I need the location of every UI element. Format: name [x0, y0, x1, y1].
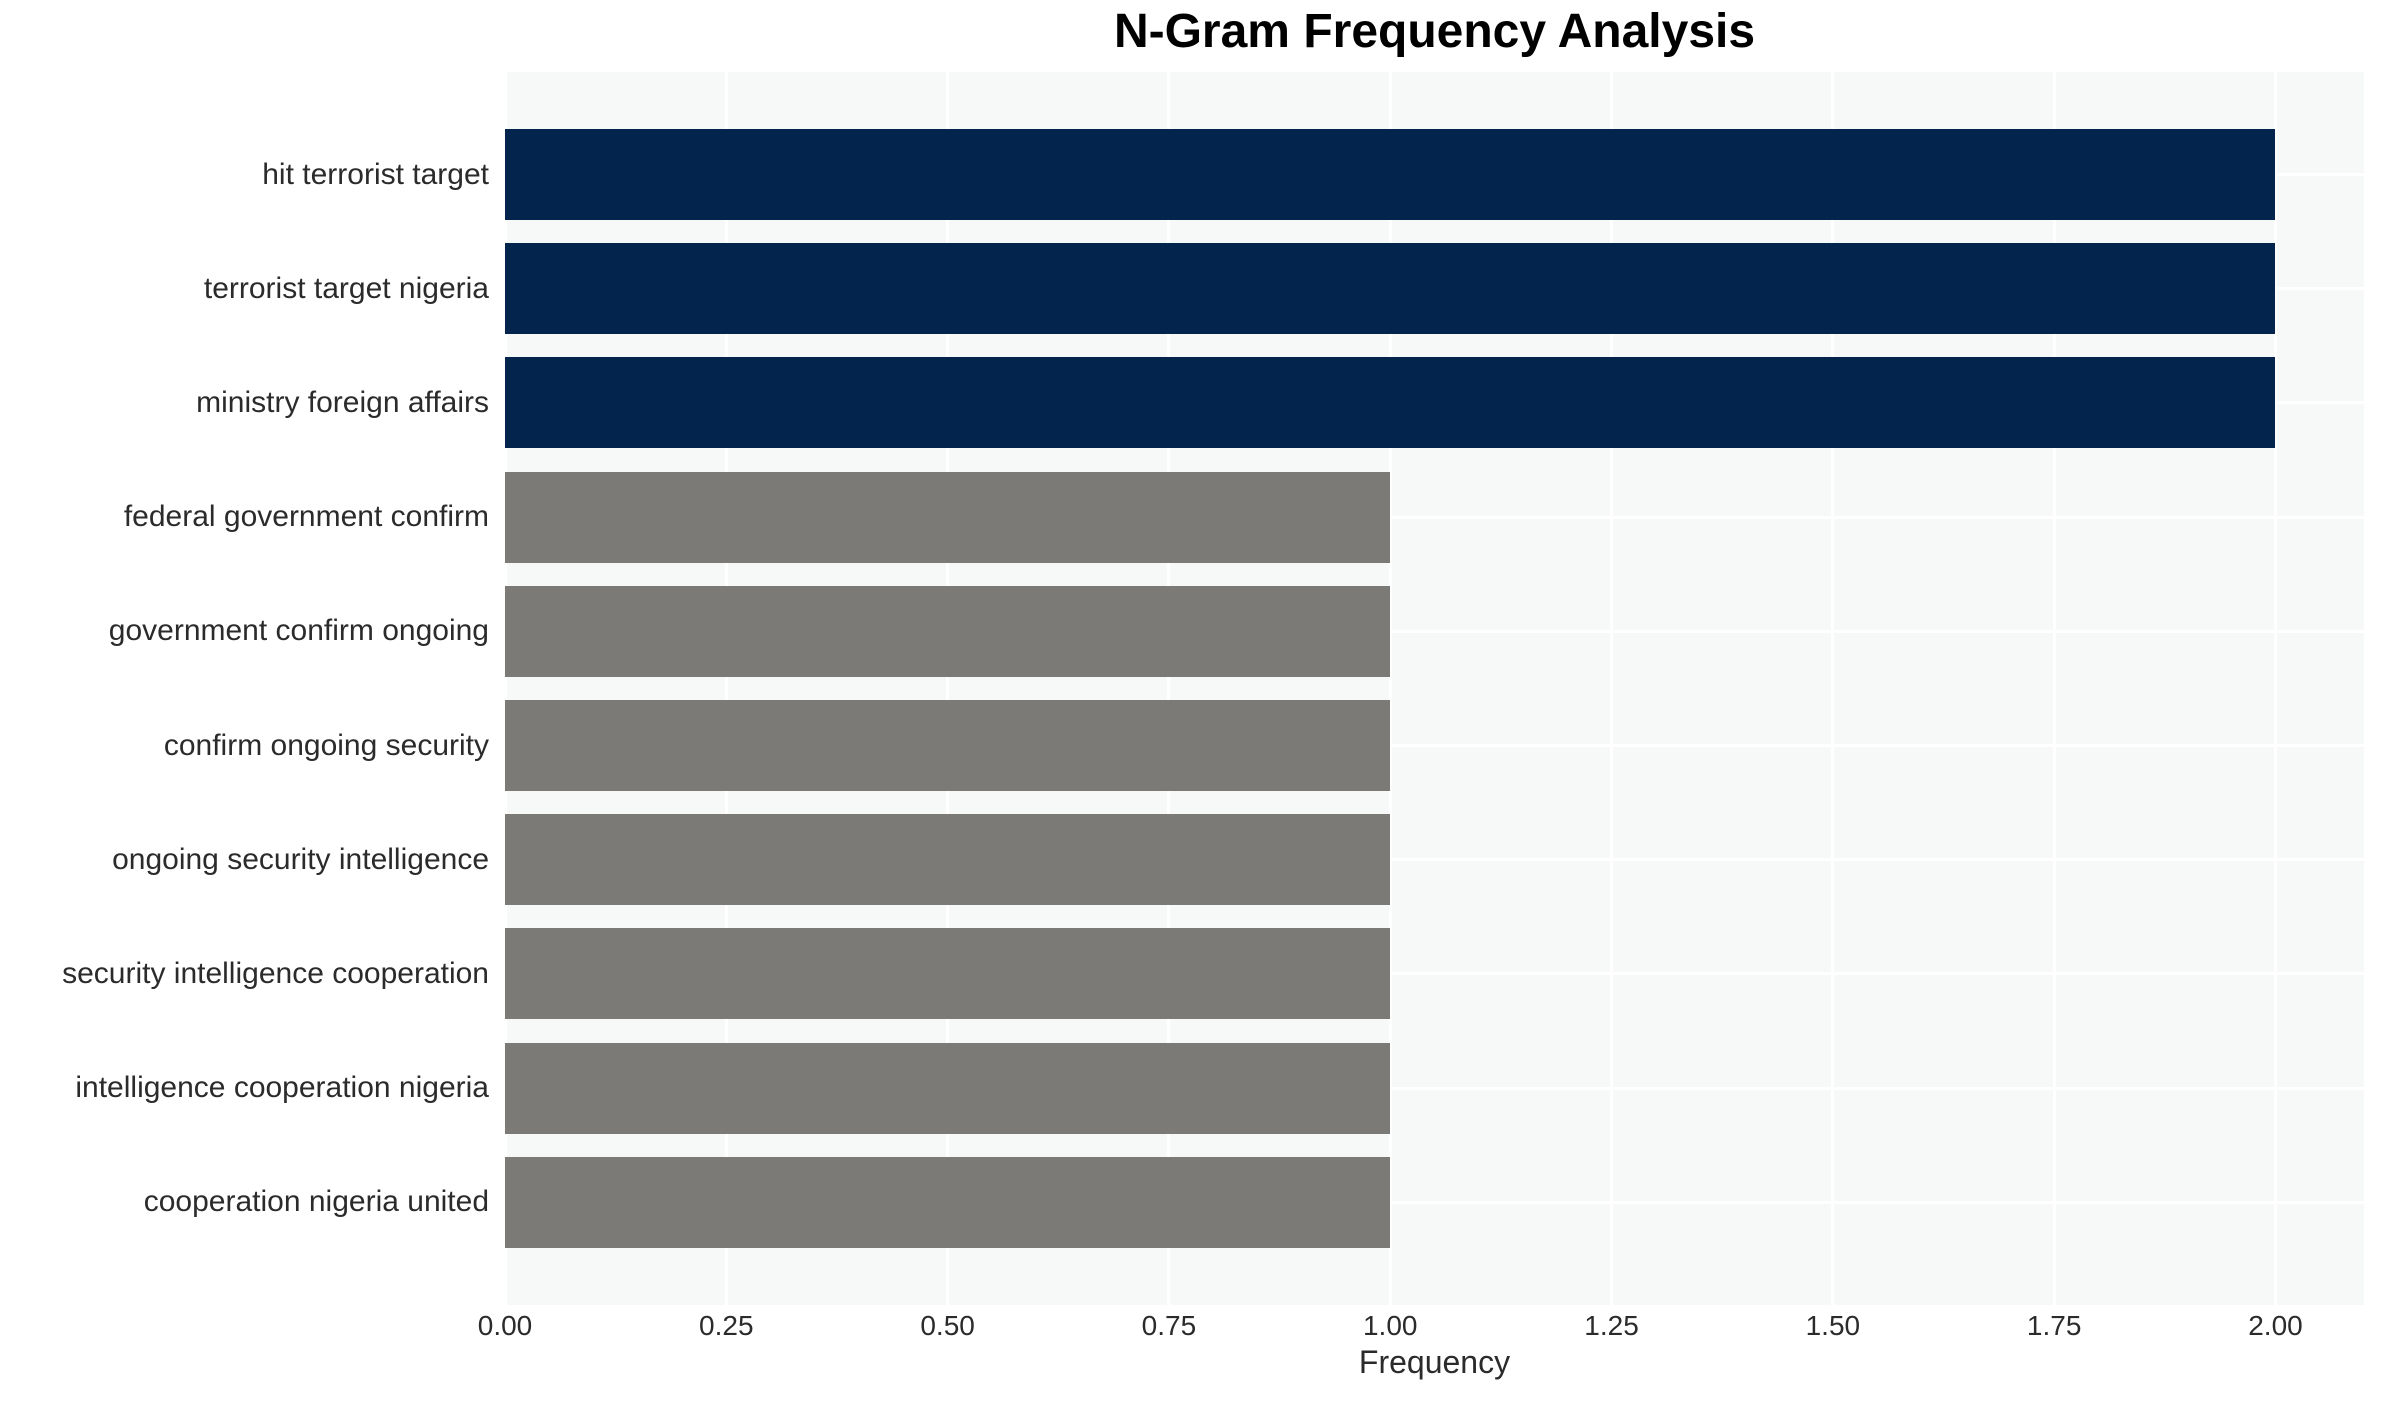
x-gridline — [724, 72, 728, 1305]
x-tick-label: 0.25 — [699, 1310, 754, 1341]
x-tick-label: 0.00 — [477, 1310, 533, 1341]
bar-intelligence-cooperation-nigeria — [505, 1042, 1391, 1134]
y-gridline — [505, 858, 2364, 862]
x-tick-label: 1.00 — [1362, 1310, 1418, 1341]
bar-terrorist-target-nigeria — [505, 243, 2276, 335]
bar-government-confirm-ongoing — [505, 585, 1391, 677]
x-gridline — [503, 72, 507, 1305]
x-axis-ticks: 0.00 0.25 0.50 0.75 1.00 1.25 1.50 1.75 2.00 — [478, 1308, 2364, 1344]
x-gridline — [946, 72, 950, 1305]
x-tick-label: 2.00 — [2248, 1310, 2303, 1341]
y-tick-label: terrorist target nigeria — [203, 271, 489, 305]
chart-title: N-Gram Frequency Analysis — [1113, 5, 1756, 58]
x-gridline — [1831, 72, 1835, 1305]
bar-security-intelligence-cooperation — [505, 928, 1391, 1020]
plot-area — [503, 72, 2364, 1305]
bar-hit-terrorist-target — [505, 129, 2276, 220]
y-tick-label: hit terrorist target — [262, 157, 489, 191]
y-axis-labels: hit terrorist target terrorist target nig… — [0, 72, 497, 1305]
y-tick-label: ministry foreign affairs — [196, 385, 489, 419]
x-tick-label: 1.25 — [1584, 1310, 1639, 1341]
x-tick-label: 1.50 — [1805, 1310, 1861, 1341]
y-tick-label: cooperation nigeria united — [143, 1185, 489, 1219]
y-gridline — [505, 972, 2364, 976]
y-tick-label: ongoing security intelligence — [112, 842, 489, 876]
x-gridline — [1610, 72, 1614, 1305]
y-tick-label: government confirm ongoing — [108, 614, 489, 648]
y-tick-label: confirm ongoing security — [163, 728, 489, 762]
y-tick-label: intelligence cooperation nigeria — [75, 1071, 489, 1105]
bar-ongoing-security-intelligence — [505, 814, 1391, 906]
y-tick-label: federal government confirm — [123, 500, 489, 534]
x-tick-label: 0.50 — [920, 1310, 975, 1341]
y-gridline — [505, 1200, 2364, 1204]
x-axis-title: Frequency — [1358, 1344, 1511, 1380]
x-gridline — [2052, 72, 2056, 1305]
x-tick-label: 0.75 — [1141, 1310, 1197, 1341]
bar-federal-government-confirm — [505, 471, 1391, 563]
y-gridline — [505, 629, 2364, 633]
y-gridline — [505, 515, 2364, 519]
bar-ministry-foreign-affairs — [505, 357, 2276, 449]
bar-confirm-ongoing-security — [505, 700, 1391, 791]
y-tick-label: security intelligence cooperation — [62, 956, 489, 990]
x-gridline — [2273, 72, 2277, 1305]
bar-cooperation-nigeria-united — [505, 1156, 1391, 1248]
x-gridline — [1167, 72, 1171, 1305]
y-gridline — [505, 744, 2364, 747]
x-tick-label: 1.75 — [2026, 1310, 2082, 1341]
y-gridline — [505, 1086, 2364, 1090]
x-gridline — [1388, 72, 1392, 1305]
